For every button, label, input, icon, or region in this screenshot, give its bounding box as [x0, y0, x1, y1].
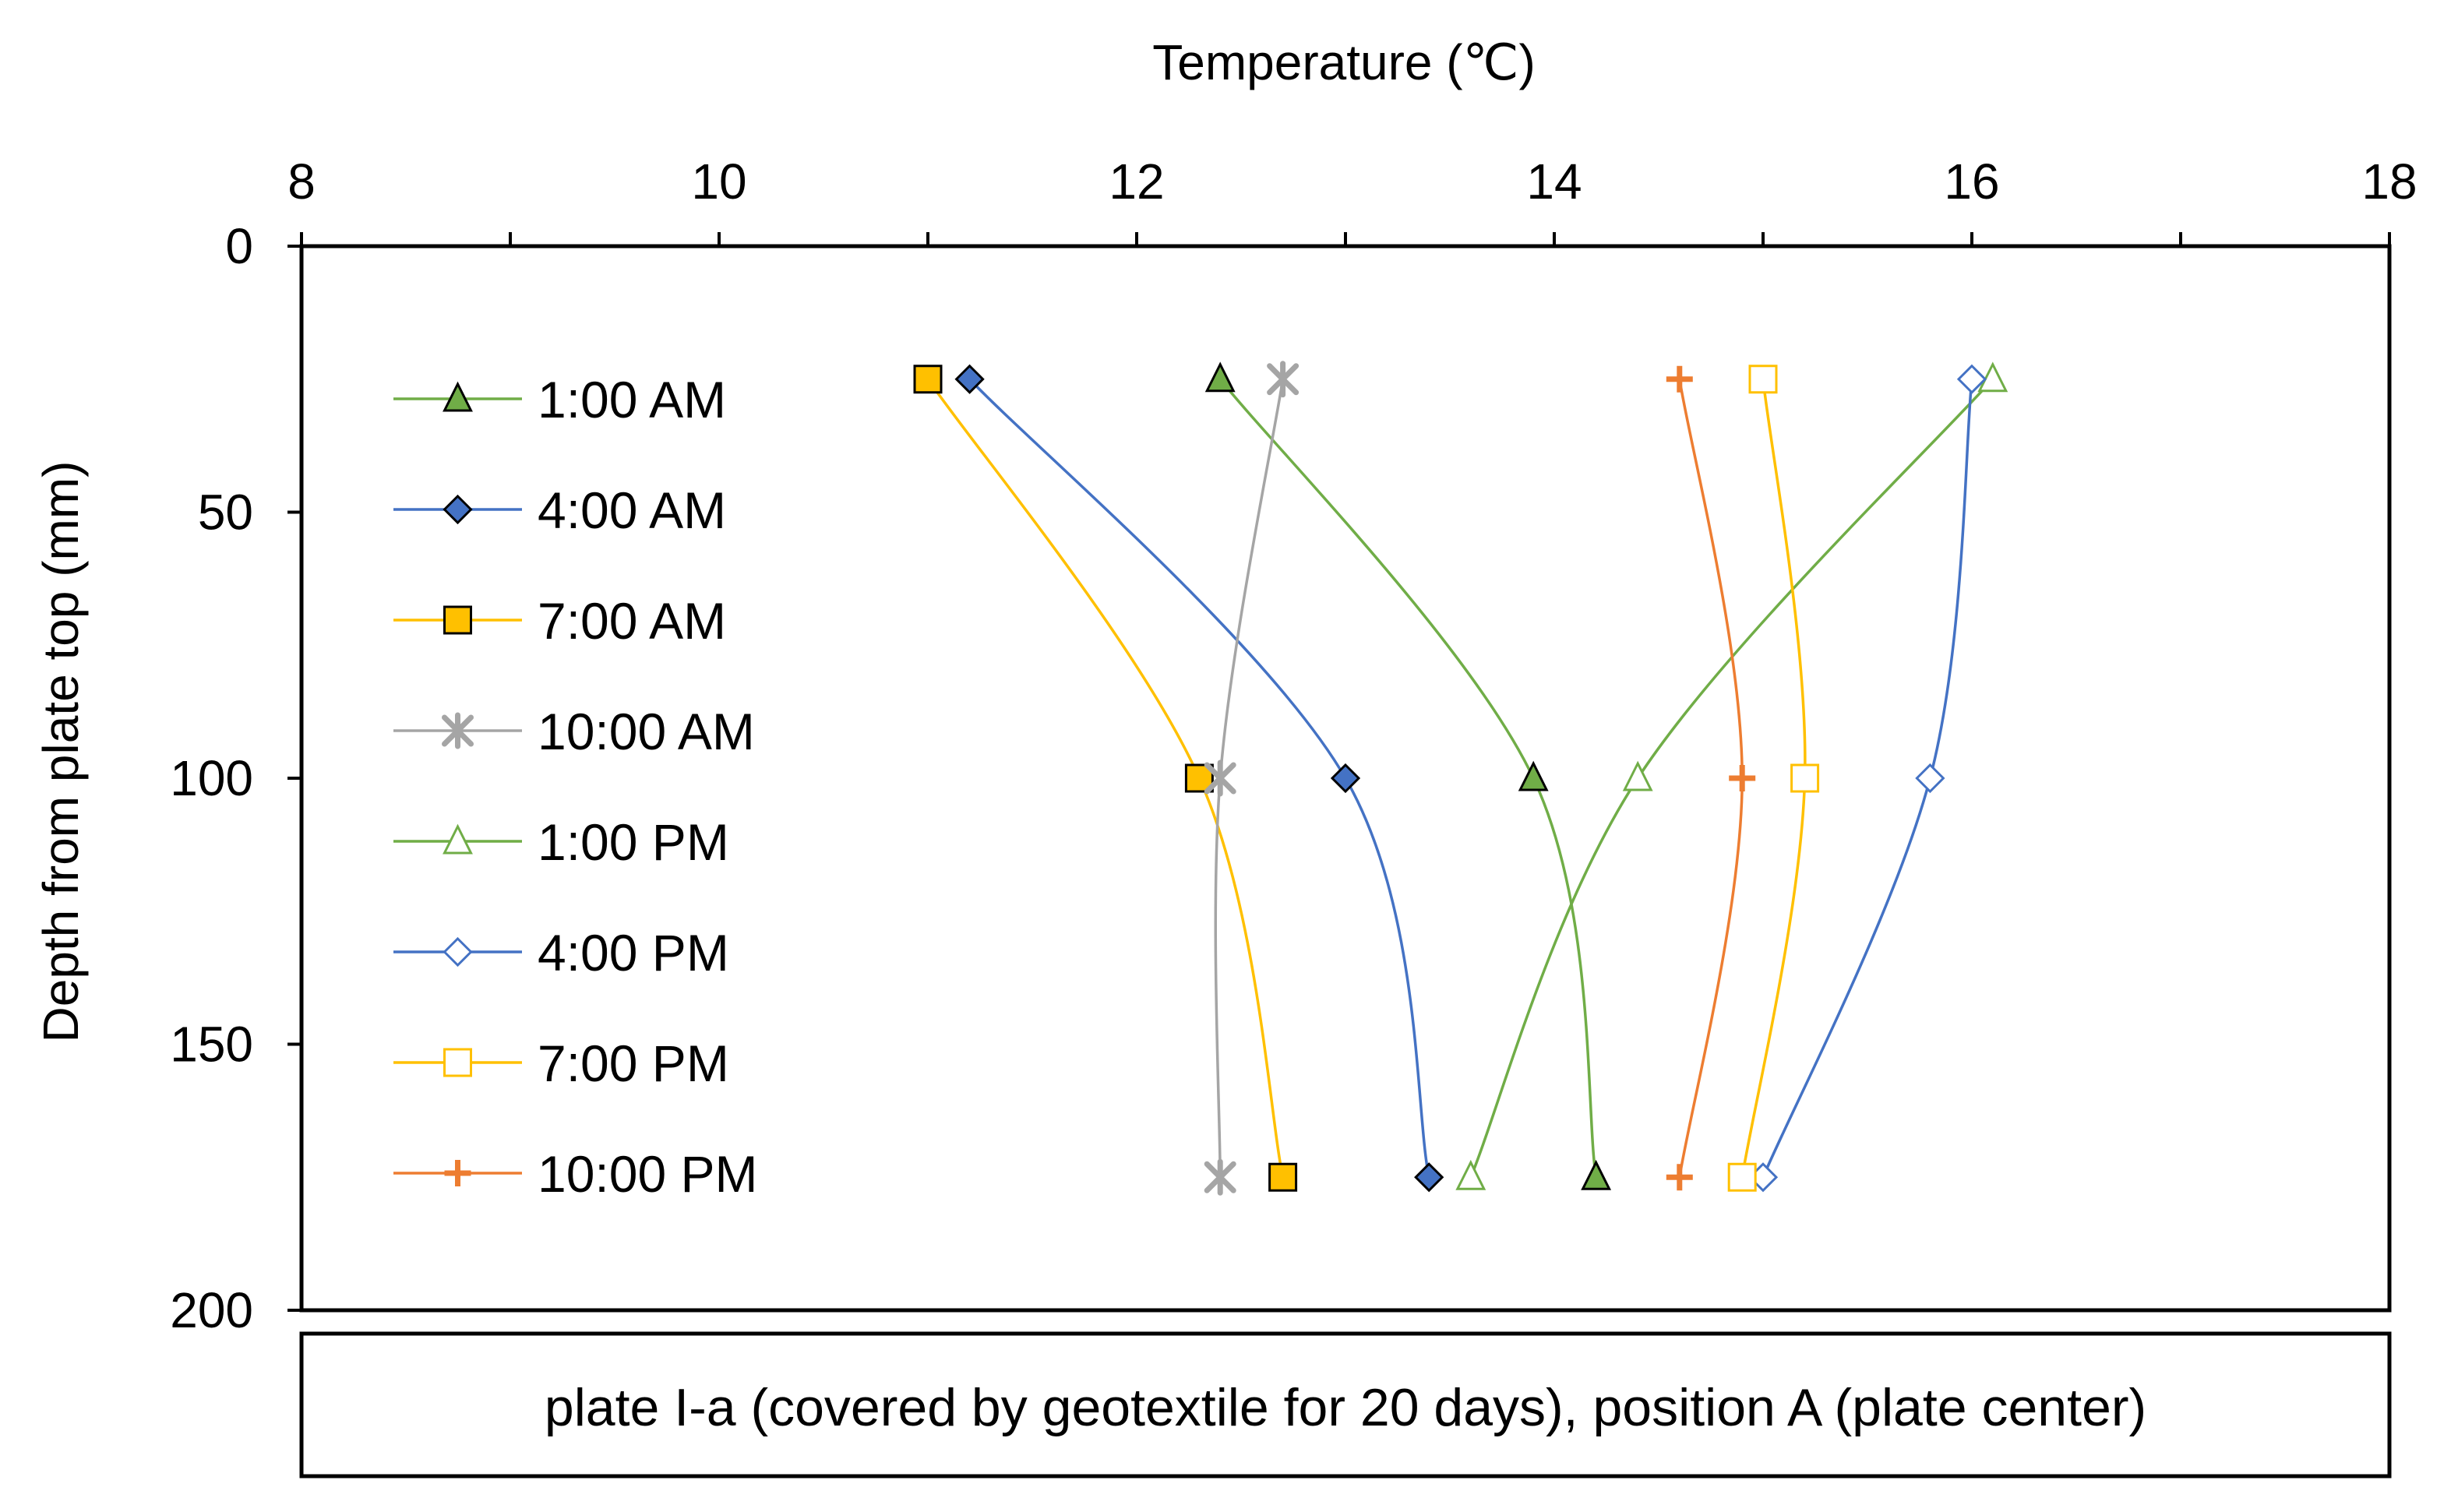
legend-marker	[443, 605, 472, 635]
data-point	[1455, 1159, 1486, 1190]
y-tick-label: 0	[225, 218, 253, 274]
data-point	[1790, 763, 1820, 793]
legend: 1:00 AM 4:00 AM 7:00 AM 10:00 AM 1:00 PM 4:00…	[393, 371, 758, 1203]
series-line	[1214, 379, 1285, 1178]
data-point	[1622, 760, 1653, 791]
x-axis: 8 10 12 14 16 18	[287, 153, 2417, 246]
y-tick-label: 150	[170, 1017, 253, 1073]
data-point	[1414, 1162, 1444, 1193]
data-point	[1204, 760, 1236, 797]
series-line	[1469, 378, 1994, 1178]
legend-label: 1:00 PM	[538, 813, 729, 871]
x-tick-label: 10	[691, 153, 746, 210]
caption-box	[299, 1331, 2392, 1479]
data-point	[1666, 1164, 1693, 1191]
x-tick-label: 18	[2361, 153, 2417, 210]
legend-label: 4:00 AM	[538, 481, 726, 539]
data-point	[1729, 765, 1756, 791]
data-point	[1204, 361, 1236, 393]
legend-label: 10:00 AM	[538, 703, 755, 760]
data-point	[1268, 1162, 1298, 1192]
legend-marker	[444, 1160, 471, 1186]
legend-label: 7:00 AM	[538, 592, 726, 650]
y-tick-label: 50	[198, 485, 253, 541]
data-point	[913, 365, 943, 394]
y-tick-label: 100	[170, 750, 253, 806]
data-point	[1518, 760, 1549, 791]
data-point	[1956, 364, 1987, 394]
x-tick-label: 8	[287, 153, 316, 210]
data-point	[1977, 361, 2008, 393]
legend-marker	[443, 381, 473, 412]
y-axis-title: Depth from plate top (mm)	[33, 461, 89, 1043]
x-tick-label: 14	[1526, 153, 1582, 210]
series-markers	[913, 361, 2008, 1196]
data-point	[1204, 1158, 1236, 1196]
x-tick-label: 16	[1944, 153, 1999, 210]
data-point	[1915, 763, 1945, 794]
data-point	[1666, 365, 1693, 393]
series-line	[926, 378, 1285, 1178]
data-point	[1727, 1162, 1757, 1192]
legend-label: 7:00 PM	[538, 1034, 729, 1092]
legend-marker	[443, 823, 473, 855]
legend-label: 1:00 AM	[538, 371, 726, 428]
caption: plate I-a (covered by geotextile for 20 …	[545, 1378, 2146, 1437]
x-axis-title: Temperature (℃)	[1152, 34, 1536, 90]
legend-label: 10:00 PM	[538, 1145, 758, 1203]
legend-marker	[443, 1048, 472, 1077]
data-point	[1748, 365, 1778, 394]
data-point	[1581, 1159, 1612, 1190]
data-point	[1330, 763, 1361, 794]
y-tick-label: 200	[170, 1282, 253, 1338]
series-lines	[926, 378, 1994, 1178]
x-tick-label: 12	[1109, 153, 1164, 210]
legend-marker	[443, 494, 473, 525]
data-point	[954, 364, 985, 394]
y-axis: 0 50 100 150 200	[170, 218, 302, 1338]
legend-marker	[442, 712, 474, 749]
data-point	[1267, 361, 1300, 398]
legend-label: 4:00 PM	[538, 924, 729, 982]
legend-marker	[443, 936, 473, 967]
